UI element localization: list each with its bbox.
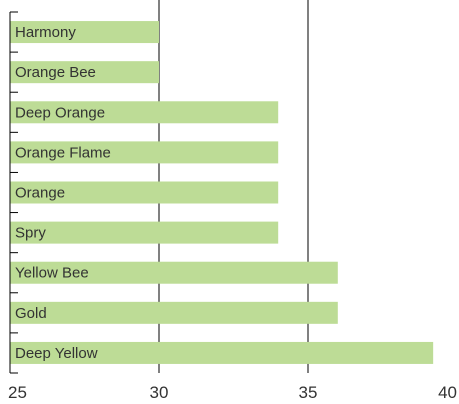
bars: Harmony Orange Bee Deep Orange Orange Flame… <box>10 21 434 364</box>
bar-spry <box>10 221 279 244</box>
bar-label: Orange Bee <box>15 64 96 81</box>
bar-label: Deep Yellow <box>15 345 98 362</box>
x-tick-label: 40 <box>438 383 457 402</box>
bar-label: Orange <box>15 185 65 202</box>
bar-orange-bee <box>10 61 159 84</box>
bar-label: Orange Flame <box>15 144 111 161</box>
x-tick-labels: 25 30 35 40 <box>8 383 457 402</box>
bar-orange-flame <box>10 141 279 164</box>
bar-orange <box>10 181 279 204</box>
bar-deep-orange <box>10 101 279 124</box>
bar-deep-yellow <box>10 341 434 364</box>
bar-label: Yellow Bee <box>15 265 89 282</box>
bar-gold <box>10 301 338 324</box>
bar-harmony <box>10 21 159 44</box>
bar-label: Gold <box>15 305 47 322</box>
x-tick-label: 35 <box>299 383 318 402</box>
x-tick-label: 25 <box>8 383 27 402</box>
bar-label: Spry <box>15 225 46 242</box>
bar-label: Harmony <box>15 24 76 41</box>
x-tick-label: 30 <box>150 383 169 402</box>
bar-yellow-bee <box>10 261 338 284</box>
y-axis <box>9 11 18 374</box>
bar-label: Deep Orange <box>15 104 105 121</box>
